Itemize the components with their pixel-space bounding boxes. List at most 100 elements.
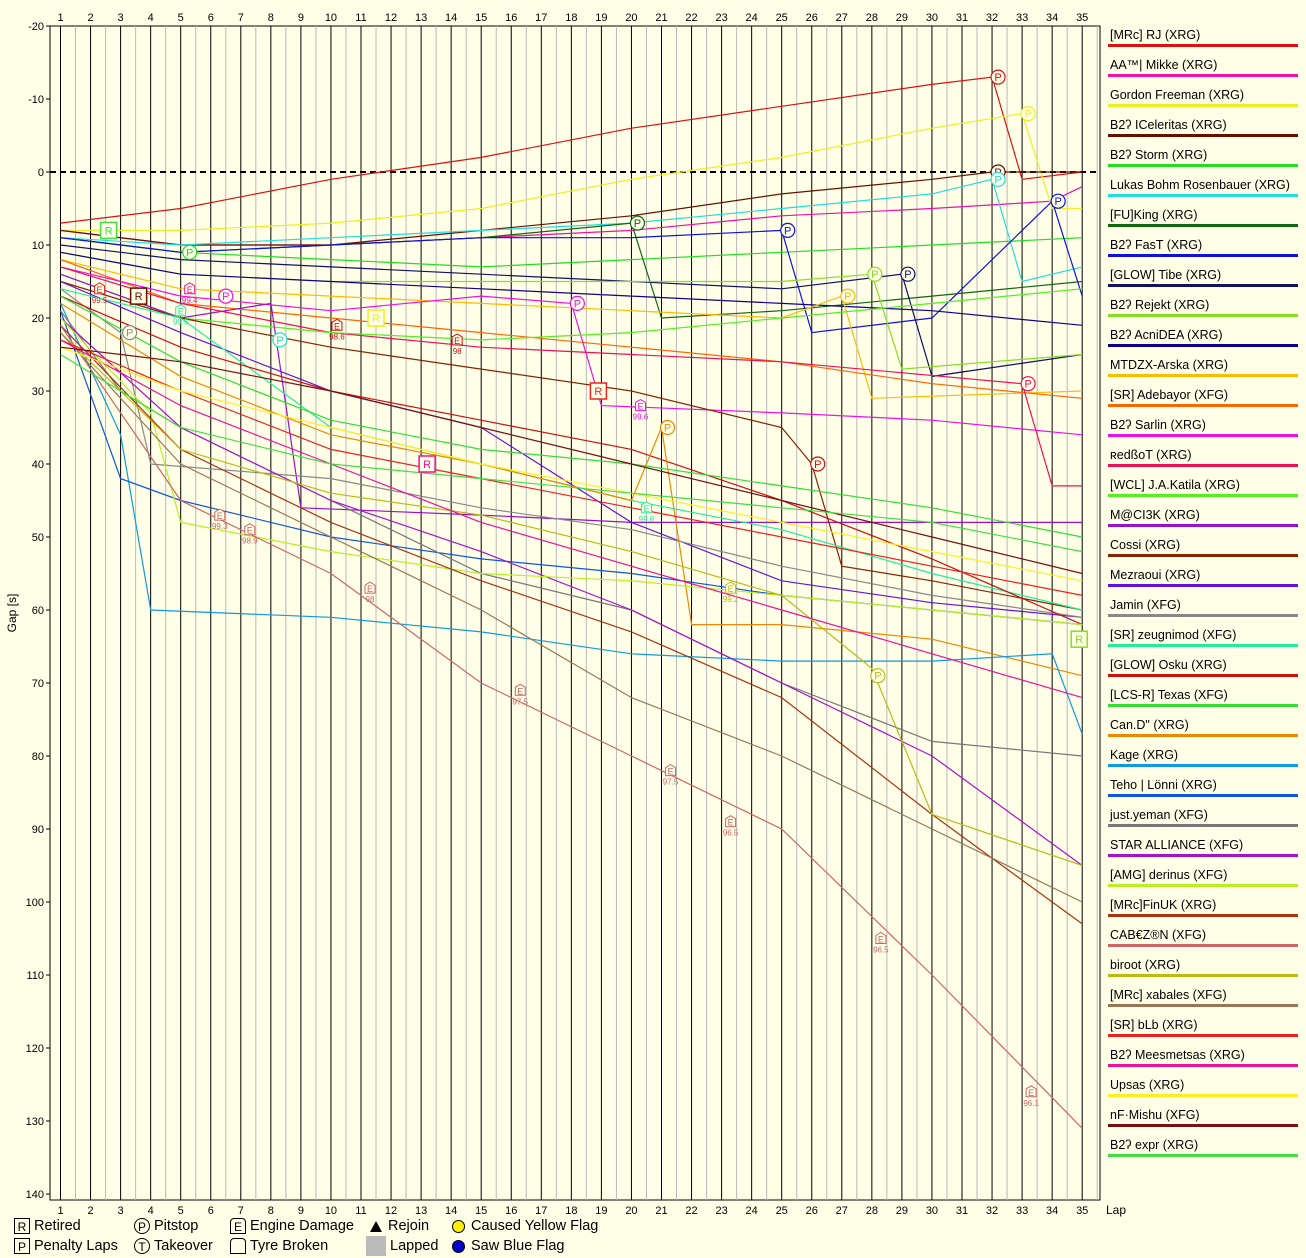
legend-item-label: [LCS-R] Texas (XFG) [1110, 688, 1228, 702]
legend-item: [GLOW] Osku (XRG) [1108, 656, 1298, 686]
pitstop-marker [569, 295, 585, 311]
series-line-13 [60, 259, 1083, 399]
legend-item-label: AA™| Mikke (XRG) [1110, 58, 1218, 72]
engine-damage-marker [725, 581, 737, 594]
legend-swatch [1108, 224, 1298, 227]
x-tick-label: 14 [445, 1205, 457, 1217]
x-tick-label: 26 [806, 1205, 818, 1217]
legend-swatch [1108, 284, 1298, 287]
engine-damage-marker [665, 764, 677, 777]
legend-item: Upsas (XRG) [1108, 1076, 1298, 1106]
key-blue-flag: Saw Blue Flag [452, 1236, 565, 1256]
marker-label: P [871, 269, 878, 281]
engine-damage-marker [640, 501, 652, 514]
pitstop-marker [218, 288, 234, 304]
legend-item-label: [AMG] derinus (XFG) [1110, 868, 1228, 882]
marker-value: 98.6 [329, 332, 345, 341]
x-tick-label: 11 [355, 1205, 366, 1217]
marker-value: 99.4 [182, 296, 198, 305]
legend-swatch [1108, 704, 1298, 707]
event-markers: RRRRRRPPPPPPPPPPPPPPPPPPPE99.5E99.4E99.6… [92, 69, 1088, 1108]
legend-swatch [1108, 314, 1298, 317]
legend-item: B2ʔ FasT (XRG) [1108, 236, 1298, 266]
marker-value: 99.6 [173, 318, 189, 327]
x-tick-label: 8 [268, 1205, 274, 1217]
series-line-35 [60, 339, 1083, 699]
y-axis-label: Gap [s] [5, 594, 19, 633]
key-yellow-flag-label: Caused Yellow Flag [471, 1218, 599, 1234]
x-tick-label: 2 [87, 1205, 93, 1217]
x-tick-label: 28 [866, 1205, 878, 1217]
legend-item-label: [FU]King (XRG) [1110, 208, 1198, 222]
marker-value: 96.5 [723, 829, 739, 838]
series-legend: [MRc] RJ (XRG) AA™| Mikke (XRG) Gordon Fre… [1108, 26, 1298, 1166]
retired-marker [99, 221, 118, 240]
legend-swatch [1108, 554, 1298, 557]
legend-item-label: B2ʔ Meesmetsas (XRG) [1110, 1048, 1245, 1062]
marker-label: P [874, 671, 881, 683]
legend-swatch [1108, 254, 1298, 257]
legend-item-label: Can.D" (XRG) [1110, 718, 1189, 732]
x-tick-label: 30 [926, 1205, 938, 1217]
legend-item: [SR] bLb (XRG) [1108, 1016, 1298, 1046]
marker-label: E [637, 402, 643, 412]
x-tick-label: 16 [505, 1205, 517, 1217]
x-tick-label-top: 15 [475, 12, 487, 24]
legend-item-label: Upsas (XRG) [1110, 1078, 1185, 1092]
x-tick-label: 24 [746, 1205, 758, 1217]
legend-swatch [1108, 164, 1298, 167]
legend-swatch [1108, 944, 1298, 947]
x-tick-label-top: 22 [685, 12, 697, 24]
x-tick-label-top: 33 [1016, 12, 1028, 24]
retired-icon: R [14, 1218, 30, 1235]
engine-damage-icon: E [230, 1218, 246, 1235]
x-tick-label: 4 [148, 1205, 154, 1217]
x-tick-label-top: 11 [355, 12, 366, 24]
rejoin-icon [370, 1220, 382, 1232]
legend-item-label: [MRc] RJ (XRG) [1110, 28, 1201, 42]
tyre-broken-icon [230, 1238, 246, 1255]
legend-swatch [1108, 194, 1298, 197]
legend-item-label: Jamin (XFG) [1110, 598, 1181, 612]
pitstop-marker [629, 215, 646, 231]
y-tick-label: 80 [32, 751, 44, 763]
legend-item-label: STAR ALLIANCE (XFG) [1110, 838, 1244, 852]
key-takeover-label: Takeover [154, 1238, 213, 1254]
x-tick-label: 6 [208, 1205, 214, 1217]
x-tick-label: 17 [535, 1205, 547, 1217]
engine-damage-marker [514, 683, 526, 696]
series-line-5 [60, 237, 1083, 268]
x-tick-label: 35 [1076, 1205, 1088, 1217]
legend-item-label: B2ʔ ICeleritas (XRG) [1110, 118, 1227, 132]
legend-item-label: B2ʔ AcniDEA (XRG) [1110, 328, 1223, 342]
y-tick-label: 10 [32, 240, 44, 252]
x-axis-label: Lap [1106, 1203, 1126, 1217]
pitstop-marker [990, 69, 1006, 85]
legend-swatch [1108, 344, 1298, 347]
x-tick-label-top: 35 [1076, 12, 1088, 24]
marker-label: E [517, 686, 523, 696]
key-blue-flag-label: Saw Blue Flag [471, 1238, 565, 1254]
legend-swatch [1108, 1034, 1298, 1037]
legend-swatch [1108, 1094, 1298, 1097]
key-rejoin-label: Rejoin [388, 1218, 430, 1234]
legend-swatch [1108, 644, 1298, 647]
x-tick-label-top: 1 [57, 12, 63, 24]
legend-swatch [1108, 824, 1298, 827]
engine-damage-marker [214, 508, 226, 521]
legend-item: Can.D" (XRG) [1108, 716, 1298, 746]
marker-label: E [728, 584, 734, 594]
marker-label: P [784, 225, 791, 237]
legend-swatch [1108, 524, 1298, 527]
series-line-25 [59, 303, 1083, 735]
marker-label: P [1024, 379, 1031, 391]
marker-label: P [844, 291, 851, 303]
key-yellow-flag: Caused Yellow Flag [452, 1216, 598, 1236]
y-tick-label: 70 [32, 678, 44, 690]
legend-swatch [1108, 374, 1298, 377]
y-tick-label: 110 [26, 970, 44, 982]
marker-label: P [994, 174, 1001, 186]
marker-label: P [1054, 196, 1061, 208]
y-tick-label: 90 [32, 824, 44, 836]
